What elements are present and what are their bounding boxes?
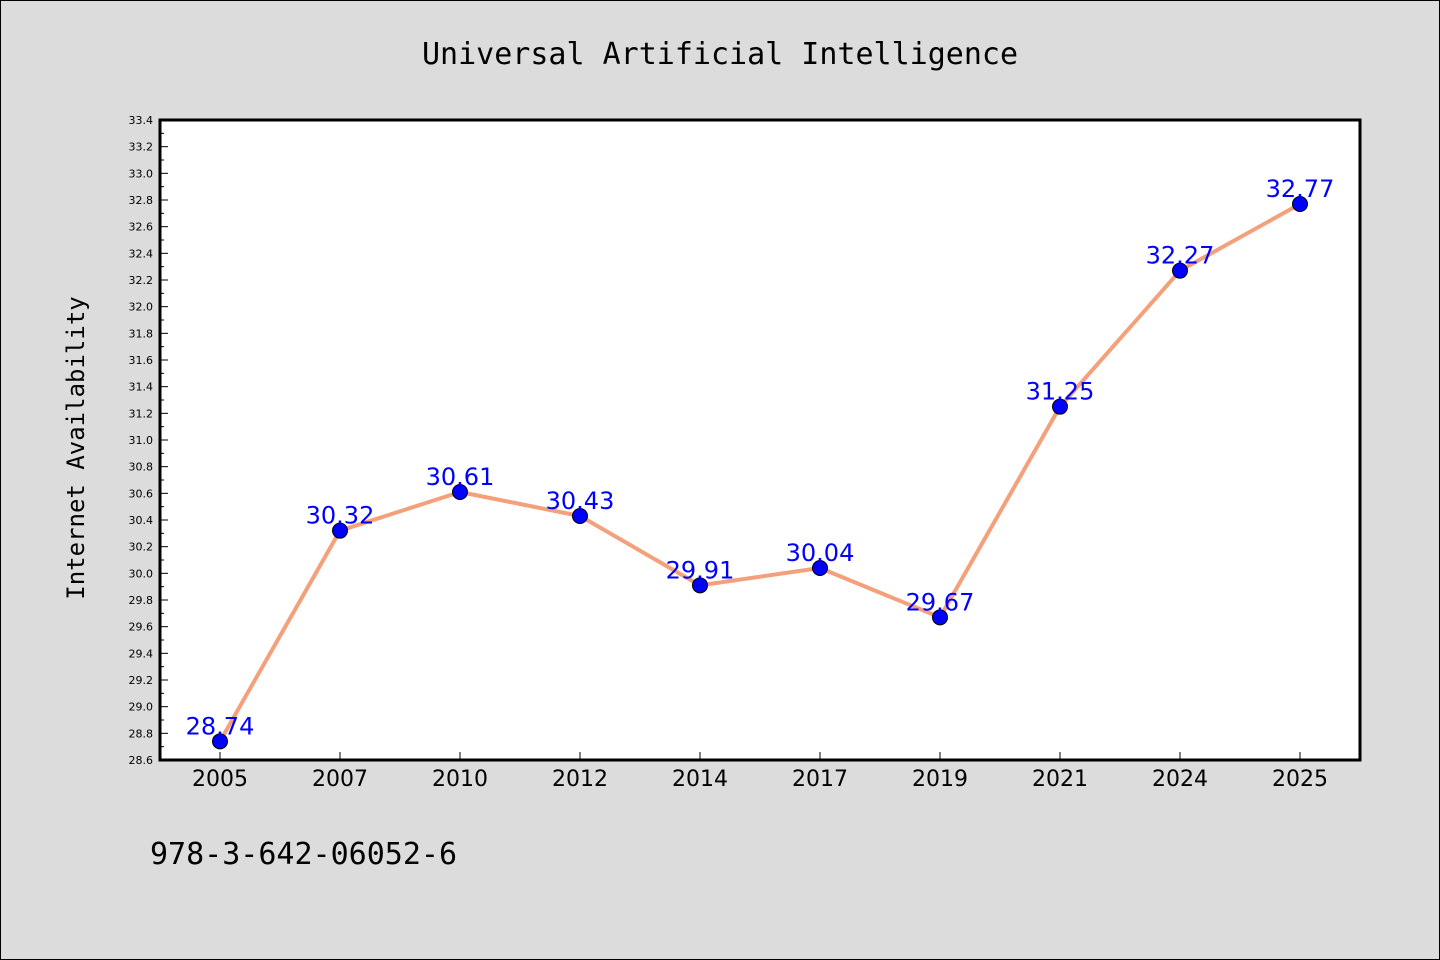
y-tick-label: 32.2 [129,274,154,287]
data-point-marker [452,484,468,500]
plot-area [158,118,1362,762]
data-labels-group: 28.74 30.32 30.61 30.43 29.91 30.04 29.67 31.25… [186,175,1335,740]
data-label: 29.67 [906,588,975,616]
y-tick-label: 29.4 [129,647,154,660]
y-tick-label: 31.8 [129,327,154,340]
data-point-marker [1292,196,1308,212]
y-tick-label: 31.2 [129,407,154,420]
y-tick-label: 33.4 [129,114,154,127]
x-tick-label: 2014 [672,767,728,792]
x-tick-label: 2024 [1152,767,1208,792]
data-label: 30.61 [426,463,495,491]
data-point-marker [212,733,228,750]
y-tick-label: 30.0 [129,567,154,580]
chart-title: Universal Artificial Intelligence [422,37,1018,72]
y-axis-ticks: 28.6 28.8 29.0 29.2 29.4 29.6 29.8 30.0 30.2 30.4… [129,114,168,767]
data-label: 32.77 [1266,175,1335,203]
y-tick-label: 31.4 [129,381,154,394]
y-tick-label: 32.8 [129,194,154,207]
data-label: 30.43 [546,487,615,515]
data-point-marker [692,577,708,594]
y-tick-label: 32.6 [129,221,154,234]
y-tick-label: 28.8 [129,727,154,740]
y-tick-label: 31.0 [129,434,154,447]
data-point-marker [572,508,588,524]
y-tick-label: 33.0 [129,167,154,180]
data-label: 32.27 [1146,242,1215,270]
data-label: 29.91 [666,556,735,584]
series-line-group [212,196,1308,750]
y-axis-label: Internet Availability [62,296,90,599]
data-label: 30.04 [786,539,855,567]
x-tick-label: 2005 [192,767,248,792]
y-tick-label: 29.8 [129,594,154,607]
x-tick-label: 2021 [1032,767,1088,792]
x-tick-label: 2025 [1272,767,1328,792]
data-point-marker [1172,262,1188,279]
y-tick-label: 30.8 [129,461,154,474]
y-tick-label: 32.4 [129,247,154,260]
x-tick-label: 2012 [552,767,608,792]
y-tick-label: 33.2 [129,141,154,154]
x-tick-label: 2007 [312,767,368,792]
data-label: 28.74 [186,712,255,740]
y-tick-label: 30.6 [129,487,154,500]
y-tick-label: 29.2 [129,674,154,687]
y-tick-label: 31.6 [129,354,154,367]
series-line [218,202,1301,743]
y-tick-label: 32.0 [129,301,154,314]
data-point-marker [932,609,948,626]
y-tick-label: 29.6 [129,621,154,634]
x-tick-label: 2017 [792,767,848,792]
y-tick-label: 28.6 [129,754,154,767]
x-tick-label: 2019 [912,767,968,792]
data-label: 30.32 [306,502,375,530]
footer-isbn-text: 978-3-642-06052-6 [150,837,457,872]
data-label: 31.25 [1026,378,1095,406]
x-axis-ticks: 2005 2007 2010 2012 2014 2017 2019 2021 2024 2025 [192,752,1328,792]
data-point-marker [812,560,828,576]
data-point-marker [1052,398,1068,415]
data-point-marker [332,522,348,539]
y-tick-label: 29.0 [129,701,154,714]
y-tick-label: 30.4 [129,514,154,527]
y-tick-label: 30.2 [129,541,154,554]
x-tick-label: 2010 [432,767,488,792]
